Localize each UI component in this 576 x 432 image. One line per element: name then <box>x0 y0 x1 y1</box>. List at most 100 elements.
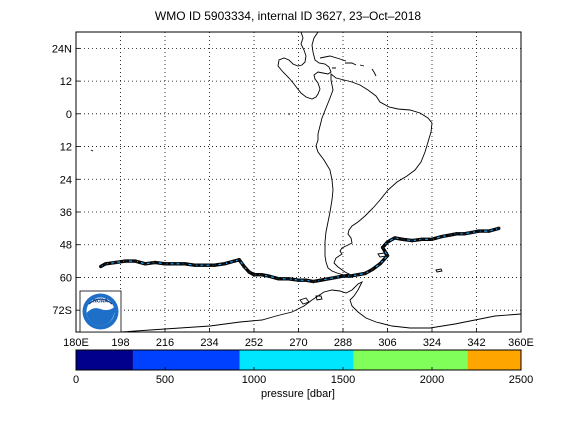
colorbar-tick-label: 2000 <box>420 374 444 386</box>
lat-tick-label: 12 <box>60 142 72 154</box>
profile-point-36 <box>232 259 236 263</box>
profile-point-46 <box>133 259 138 263</box>
profile-point-34 <box>242 264 246 269</box>
profile-point-4 <box>462 232 466 236</box>
antarctic-islands <box>299 295 323 305</box>
profile-point-28 <box>286 277 291 281</box>
lat-tick-label: 60 <box>60 272 72 284</box>
profile-point-40 <box>192 263 197 267</box>
profile-point-27 <box>296 278 301 282</box>
profile-point-42 <box>173 262 177 266</box>
profile-point-48 <box>113 260 118 265</box>
profile-point-38 <box>212 263 217 267</box>
colorbar-label: pressure [dbar] <box>261 388 335 400</box>
longitude-ticks: 180E 198 216 234 252 270 288 306 324 342 360E <box>63 328 534 349</box>
profile-point-1 <box>487 229 491 233</box>
profile-point-2 <box>477 229 481 233</box>
lon-tick-label: 234 <box>200 337 218 349</box>
noaa-logo-text: NOAA <box>93 299 108 305</box>
profile-point-3 <box>469 230 474 235</box>
lat-tick-label: 72S <box>52 305 72 317</box>
profile-point-16 <box>378 262 382 266</box>
antarctica-coast <box>120 280 521 332</box>
profile-point-43 <box>163 262 167 266</box>
profile-point-32 <box>252 273 256 277</box>
profile-point-22 <box>333 275 338 280</box>
lon-tick-label: 216 <box>156 337 174 349</box>
lon-tick-label: 270 <box>289 337 307 349</box>
profile-point-7 <box>440 234 444 239</box>
lon-tick-label: 324 <box>423 337 441 349</box>
track-outline <box>99 226 500 284</box>
profile-point-37 <box>222 262 227 266</box>
lat-tick-label: 12 <box>60 76 72 88</box>
profile-point-26 <box>304 278 308 282</box>
profile-point-10 <box>410 238 414 243</box>
profile-point-29 <box>277 277 281 281</box>
profile-point-12 <box>393 236 397 240</box>
colorbar-tick-label: 1000 <box>242 374 266 386</box>
lon-tick-label: 180E <box>63 337 89 349</box>
colorbar-tick-label: 500 <box>156 374 174 386</box>
lon-tick-label: 360E <box>508 337 534 349</box>
lat-tick-label: 36 <box>60 207 72 219</box>
profile-point-39 <box>202 263 207 267</box>
south-georgia <box>435 268 443 273</box>
profile-point-8 <box>430 237 434 241</box>
coastlines <box>90 32 521 332</box>
lon-tick-label: 252 <box>245 337 263 349</box>
profile-point-20 <box>348 274 353 278</box>
profile-point-0 <box>497 226 501 231</box>
colorbar-tick-label: 0 <box>73 374 79 386</box>
profile-point-25 <box>311 279 316 284</box>
profile-point-14 <box>380 245 385 250</box>
profile-point-41 <box>183 262 187 266</box>
profile-point-9 <box>420 237 424 241</box>
profile-point-30 <box>267 274 271 278</box>
lon-tick-label: 342 <box>467 337 485 349</box>
profile-point-11 <box>400 237 405 241</box>
lat-tick-label: 0 <box>66 109 72 121</box>
profile-point-44 <box>153 260 157 265</box>
profile-point-6 <box>447 233 452 237</box>
profile-point-35 <box>237 258 241 262</box>
map-title: WMO ID 5903334, internal ID 3627, 23–Oct… <box>154 9 422 23</box>
float-track <box>99 226 501 284</box>
profile-point-13 <box>385 240 390 244</box>
colorbar-band-1 <box>132 350 240 370</box>
graticule-grid <box>76 32 521 332</box>
lat-tick-label: 24 <box>60 174 72 186</box>
colorbar-tick-label: 1500 <box>331 374 355 386</box>
profile-point-31 <box>259 273 264 277</box>
colorbar-band-2 <box>239 350 354 370</box>
north-america-coast <box>277 32 332 100</box>
profile-point-47 <box>123 259 128 263</box>
noaa-logo: NOAA <box>79 290 122 333</box>
colorbar <box>75 349 522 371</box>
lon-tick-label: 306 <box>378 337 396 349</box>
colorbar-frame <box>75 349 522 371</box>
lon-tick-label: 198 <box>111 337 129 349</box>
profile-point-21 <box>341 274 345 278</box>
caribbean-islands <box>319 55 377 77</box>
lon-tick-label: 288 <box>334 337 352 349</box>
lat-tick-label: 48 <box>60 240 72 252</box>
latitude-ticks: 24N 12 0 12 24 36 48 60 72S <box>52 43 80 317</box>
profile-point-45 <box>143 262 147 266</box>
colorbar-band-0 <box>76 350 133 370</box>
profile-point-19 <box>356 273 360 277</box>
colorbar-ticks: 0 500 1000 1500 2000 2500 <box>73 367 533 386</box>
hawaii-area-islands <box>90 149 94 152</box>
profile-point-50 <box>99 264 103 269</box>
colorbar-tick-label: 2500 <box>509 374 533 386</box>
profile-point-17 <box>370 267 375 271</box>
profile-point-18 <box>363 271 367 276</box>
lat-tick-label: 24N <box>52 43 72 55</box>
profile-point-5 <box>455 232 459 236</box>
colorbar-band-3 <box>353 350 468 370</box>
colorbar-band-4 <box>467 350 521 370</box>
profile-point-33 <box>247 270 251 274</box>
profile-point-15 <box>385 253 390 258</box>
profile-point-49 <box>103 262 108 266</box>
